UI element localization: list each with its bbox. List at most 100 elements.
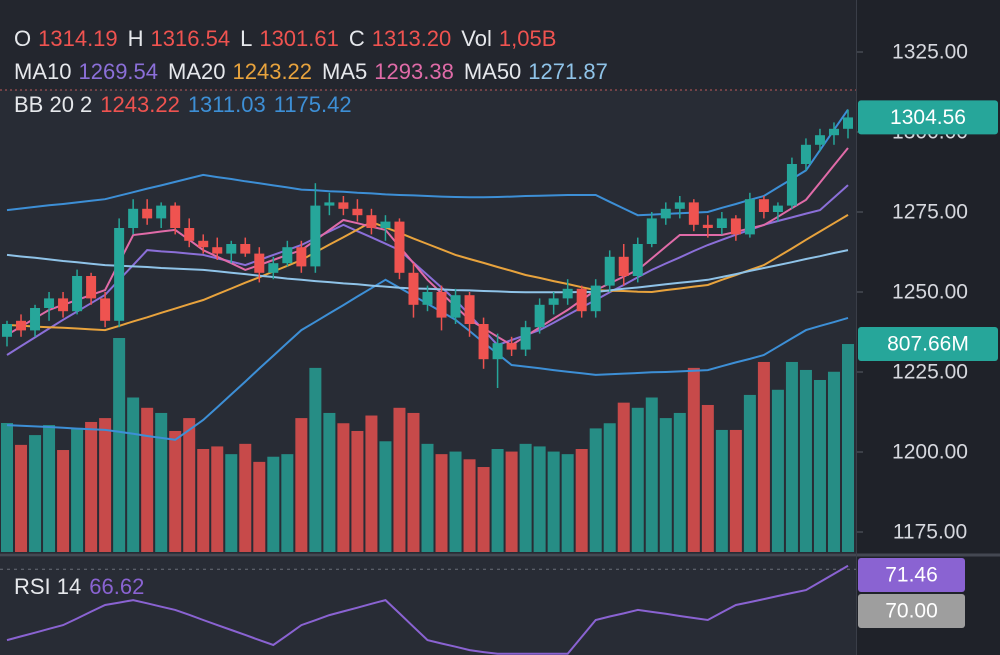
rsi-name: RSI 14 — [14, 574, 81, 599]
candle-body — [352, 208, 363, 216]
volume-bar — [57, 450, 70, 552]
bb-value: 1311.03 — [188, 92, 266, 117]
candle-body — [814, 135, 825, 145]
volume-bar — [113, 338, 126, 552]
legend-row: MA10 1269.54 MA20 1243.22 MA5 1293.38 MA50 1271… — [14, 59, 608, 84]
candle-body — [604, 256, 615, 286]
y-tick-label: 1175.00 — [893, 521, 967, 544]
volume-bar — [71, 427, 84, 552]
legend-panel — [0, 0, 856, 90]
legend-row: O 1314.19 H 1316.54 L 1301.61 C 1313.20 Vol 1,05B — [14, 26, 556, 51]
candle-body — [142, 208, 153, 219]
candle-body — [226, 244, 237, 254]
volume-bar — [43, 425, 56, 552]
volume-layer — [1, 338, 854, 552]
candle-body — [310, 205, 321, 267]
y-tick-label: 1250.00 — [892, 281, 968, 304]
candle-body — [772, 205, 783, 212]
volume-bar — [715, 429, 728, 552]
volume-bar — [85, 421, 98, 552]
candle-body — [618, 256, 629, 276]
ma-line — [6, 184, 849, 356]
volume-bar — [365, 415, 378, 552]
volume-bar — [435, 454, 448, 552]
volume-bar — [379, 441, 392, 552]
ma-line — [6, 214, 849, 332]
volume-bar — [547, 451, 560, 552]
candle-body — [282, 247, 293, 264]
candle-body — [58, 298, 69, 312]
candle-body — [296, 247, 307, 267]
volume-bar — [785, 361, 798, 552]
volume-bar — [645, 397, 658, 552]
volume-bar — [799, 369, 812, 552]
candle-body — [744, 199, 755, 235]
volume-bar — [127, 397, 140, 552]
volume-bar — [225, 454, 238, 552]
volume-bar — [155, 412, 168, 552]
volume-bar — [323, 412, 336, 552]
volume-bar — [617, 402, 630, 552]
info-label: Vol — [461, 26, 492, 51]
rsi-value: 66.62 — [89, 574, 144, 599]
candle-body — [436, 292, 447, 318]
candle-body — [366, 215, 377, 228]
candle-body — [492, 343, 503, 360]
overlay-name: MA20 — [168, 59, 225, 84]
candle-body — [72, 276, 83, 312]
candle-body — [100, 298, 111, 321]
volume-bar — [659, 418, 672, 552]
volume-bar — [253, 461, 266, 552]
rsi-level-label: 70.00 — [885, 600, 938, 623]
candle-body — [2, 324, 12, 337]
candle-body — [128, 208, 139, 228]
volume-bar — [687, 367, 700, 552]
volume-bar — [449, 451, 462, 552]
bb-value: 1243.22 — [100, 92, 180, 117]
info-label: H — [128, 26, 144, 51]
volume-bar — [603, 423, 616, 552]
candle-body — [30, 308, 41, 331]
last-volume-bg — [858, 327, 998, 362]
volume-bar — [211, 446, 224, 552]
volume-bar — [505, 451, 518, 552]
volume-bar — [197, 449, 210, 552]
volume-bar — [15, 444, 28, 552]
candle-body — [674, 202, 685, 209]
last-price-bg — [858, 100, 998, 135]
info-label: O — [14, 26, 31, 51]
candle-body — [86, 276, 97, 299]
bb-upper — [6, 109, 849, 217]
candle-body — [380, 221, 391, 228]
candle-body — [702, 224, 713, 228]
candle-body — [632, 244, 643, 276]
candle-layer — [2, 109, 853, 388]
overlay-value: 1293.38 — [374, 59, 454, 84]
rsi-legend: RSI 14 66.62 — [14, 574, 144, 599]
bb-value: 1175.42 — [274, 92, 352, 117]
volume-bar — [29, 435, 42, 552]
rsi-pane — [0, 557, 856, 655]
candle-body — [730, 218, 741, 235]
info-label: C — [349, 26, 365, 51]
volume-bar — [351, 430, 364, 552]
candle-body — [590, 285, 601, 312]
rsi-level-label-bg — [858, 594, 965, 628]
candle-body — [44, 298, 55, 308]
candle-body — [464, 295, 475, 324]
volume-bar — [337, 423, 350, 552]
volume-bar — [701, 404, 714, 552]
volume-bar — [743, 394, 756, 552]
candle-body — [422, 292, 433, 305]
last-price: 1304.56 — [890, 106, 966, 129]
rsi-line — [6, 564, 849, 655]
candle-body — [562, 288, 573, 299]
legend-row: BB 20 2 1243.22 1311.03 1175.42 — [14, 92, 352, 117]
candle-body — [786, 164, 797, 206]
volume-bar — [407, 412, 420, 552]
candle-body — [506, 343, 517, 350]
overlay-name: MA10 — [14, 59, 71, 84]
candle-body — [170, 205, 181, 228]
candle-body — [16, 320, 27, 331]
